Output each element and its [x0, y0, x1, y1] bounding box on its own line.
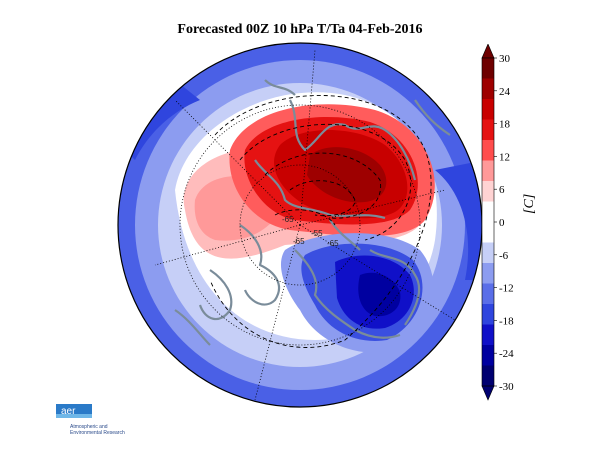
colorbar-segment: [482, 58, 494, 79]
anomaly-warm-24: [307, 147, 387, 203]
graticule: [154, 49, 456, 401]
colorbar-tick-label: -12: [499, 283, 514, 295]
colorbar-max-arrow: [481, 44, 495, 59]
aer-logo-mark: aer: [61, 406, 76, 417]
colorbar-tick-label: -6: [499, 250, 509, 262]
contour-label: -65: [293, 237, 305, 246]
colorbar-min-arrow: [481, 385, 495, 401]
colorbar-segment: [482, 242, 494, 264]
colorbar-segment: [482, 324, 494, 346]
colorbar-segment: [482, 140, 494, 161]
colorbar-segment: [482, 181, 494, 202]
colorbar-segment: [482, 201, 494, 223]
colorbar-segment: [482, 160, 494, 182]
polar-map: -65 -55 -65 -65: [117, 42, 483, 408]
colorbar-segment: [482, 345, 494, 366]
colorbar-ticks: 30 24 18 12 6 0 -6 -12 -18 -24 -30: [494, 53, 514, 393]
colorbar-tick-label: -24: [499, 348, 514, 360]
colorbar-segment: [482, 99, 494, 120]
colorbar-tick-label: 6: [499, 184, 505, 196]
colorbar-tick-label: 18: [499, 119, 511, 131]
colorbar-segment: [482, 78, 494, 100]
contour-label: -65: [327, 239, 339, 248]
colorbar-tick-label: 0: [499, 217, 505, 229]
colorbar-segment: [482, 283, 494, 305]
colorbar: 30 24 18 12 6 0 -6 -12 -18 -24 -30: [481, 44, 514, 401]
colorbar-segment: [482, 304, 494, 325]
colorbar-tick-label: 12: [499, 151, 510, 163]
colorbar-tick-label: -18: [499, 315, 514, 327]
colorbar-segment: [482, 222, 494, 243]
aer-logo-line2: Environmental Research: [70, 430, 125, 436]
aer-logo: aer: [56, 404, 92, 418]
anomaly-east-cold: [435, 160, 482, 280]
aer-logo-text: Atmospheric and Environmental Research: [70, 424, 130, 436]
aer-logo-line1: Atmospheric and: [70, 424, 108, 430]
contour-label: -65: [282, 215, 294, 224]
contour-label: -55: [311, 229, 323, 238]
colorbar-segments: [481, 44, 495, 401]
colorbar-segment: [482, 365, 494, 387]
colorbar-segment: [482, 263, 494, 284]
colorbar-unit-label: [C]: [522, 193, 537, 214]
map-title: Forecasted 00Z 10 hPa T/Ta 04-Feb-2016: [177, 22, 423, 37]
colorbar-tick-label: 24: [499, 86, 511, 98]
colorbar-tick-label: -30: [499, 381, 514, 393]
coastlines: [174, 79, 451, 346]
temperature-contours: [209, 95, 432, 348]
colorbar-tick-label: 30: [499, 53, 511, 65]
anomaly-cold-24: [358, 272, 401, 317]
colorbar-segment: [482, 119, 494, 141]
